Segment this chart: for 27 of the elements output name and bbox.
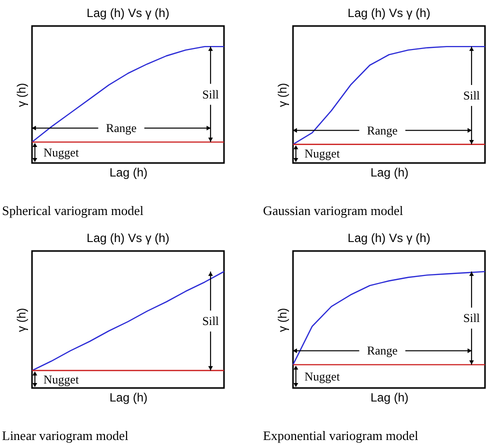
chart-title: Lag (h) Vs γ (h) [86, 231, 170, 245]
annotation: Nugget [44, 372, 80, 386]
annotation: Sill [202, 87, 220, 102]
y-axis-title: γ (h) [14, 308, 28, 332]
text: Linear variogram model [2, 428, 129, 443]
y-axis-title: γ (h) [14, 82, 28, 107]
y-axis-title: γ (h) [276, 82, 290, 107]
annotation: Sill [202, 314, 220, 328]
x-axis-title: Lag (h) [109, 390, 148, 404]
annotation: Nugget [304, 369, 341, 384]
text: Spherical variogram model [2, 203, 144, 218]
annotation: Sill [463, 88, 481, 102]
x-axis-title: Lag (h) [109, 166, 148, 180]
x-axis-title: Lag (h) [370, 390, 409, 404]
chart-title: Lag (h) Vs γ (h) [86, 6, 170, 20]
annotation: Nugget [44, 146, 80, 160]
text: Gaussian variogram model [263, 203, 404, 218]
y-axis-title: γ (h) [276, 308, 290, 332]
annotation: Range [106, 121, 137, 136]
annotation: Nugget [304, 146, 341, 161]
text: Exponential variogram model [263, 428, 419, 443]
chart-title: Lag (h) Vs γ (h) [348, 231, 430, 245]
annotation: Range [366, 344, 398, 358]
chart-title: Lag (h) Vs γ (h) [348, 6, 430, 20]
annotation: Range [366, 123, 398, 138]
x-axis-title: Lag (h) [370, 166, 409, 180]
annotation: Sill [463, 311, 481, 326]
